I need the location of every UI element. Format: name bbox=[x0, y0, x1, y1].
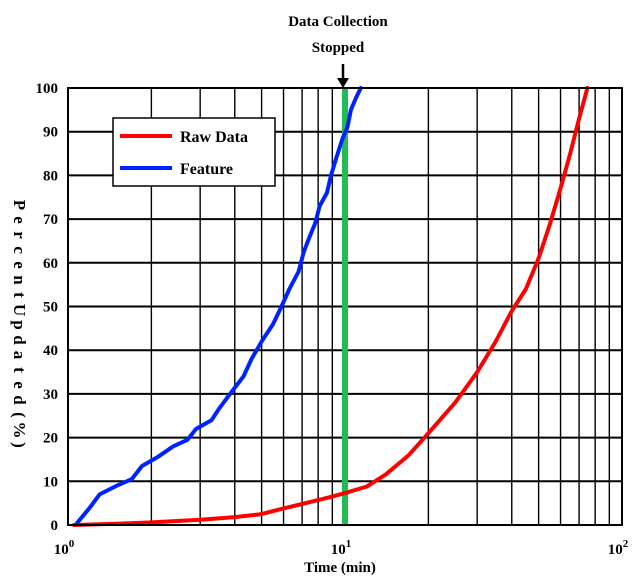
y-axis-title-char: p bbox=[10, 320, 29, 329]
series-line-feature bbox=[75, 86, 363, 525]
annotation-line-2: Stopped bbox=[312, 40, 365, 56]
y-axis-title-char: n bbox=[10, 275, 29, 285]
x-tick-label: 100 bbox=[54, 538, 75, 558]
y-tick-label: 0 bbox=[51, 518, 59, 534]
y-axis-title-char: d bbox=[10, 335, 29, 345]
legend-label: Feature bbox=[180, 161, 233, 178]
y-tick-label: 40 bbox=[43, 343, 58, 359]
y-axis-title-char: t bbox=[10, 367, 29, 373]
y-axis-title-char: ) bbox=[10, 442, 29, 448]
y-tick-label: 20 bbox=[43, 431, 58, 447]
legend-box bbox=[112, 117, 276, 187]
y-tick-label: 90 bbox=[43, 125, 58, 141]
annotation-line-1: Data Collection bbox=[288, 14, 388, 30]
y-axis-title-char: e bbox=[10, 216, 29, 224]
x-tick-label: 101 bbox=[331, 538, 352, 558]
x-tick-labels: 100 101 102 bbox=[54, 538, 629, 558]
y-axis-title-char: e bbox=[10, 381, 29, 389]
y-axis-title-char: P bbox=[10, 200, 29, 210]
series-group bbox=[71, 86, 590, 527]
y-tick-label: 100 bbox=[36, 81, 59, 97]
y-axis-title-char: ( bbox=[10, 412, 29, 418]
y-tick-label: 50 bbox=[43, 300, 58, 316]
x-tick-label: 102 bbox=[608, 538, 629, 558]
y-tick-label: 30 bbox=[43, 387, 58, 403]
y-tick-labels: 0 10 20 30 40 50 60 70 80 90 100 bbox=[36, 81, 59, 534]
y-tick-label: 60 bbox=[43, 256, 58, 272]
y-axis-title-char: r bbox=[10, 231, 29, 239]
annotation-arrow-head bbox=[337, 78, 349, 88]
y-axis-title-char: e bbox=[10, 261, 29, 269]
y-axis-title-char: U bbox=[10, 304, 29, 316]
legend-label: Raw Data bbox=[180, 129, 248, 146]
y-axis-title-char: a bbox=[10, 351, 29, 360]
y-axis-title-char: d bbox=[10, 395, 29, 405]
y-axis-title-char: c bbox=[10, 246, 29, 254]
x-axis-title: Time (min) bbox=[304, 560, 376, 576]
y-axis-title-char: t bbox=[10, 292, 29, 298]
plot-frame bbox=[67, 87, 623, 526]
annotation-arrow bbox=[337, 64, 349, 88]
series-line-raw-data bbox=[71, 86, 590, 527]
y-tick-label: 70 bbox=[43, 212, 58, 228]
y-axis-title-char: % bbox=[10, 422, 29, 439]
legend: Raw Data Feature bbox=[112, 117, 276, 187]
y-tick-label: 10 bbox=[43, 474, 58, 490]
y-tick-label: 80 bbox=[43, 168, 58, 184]
